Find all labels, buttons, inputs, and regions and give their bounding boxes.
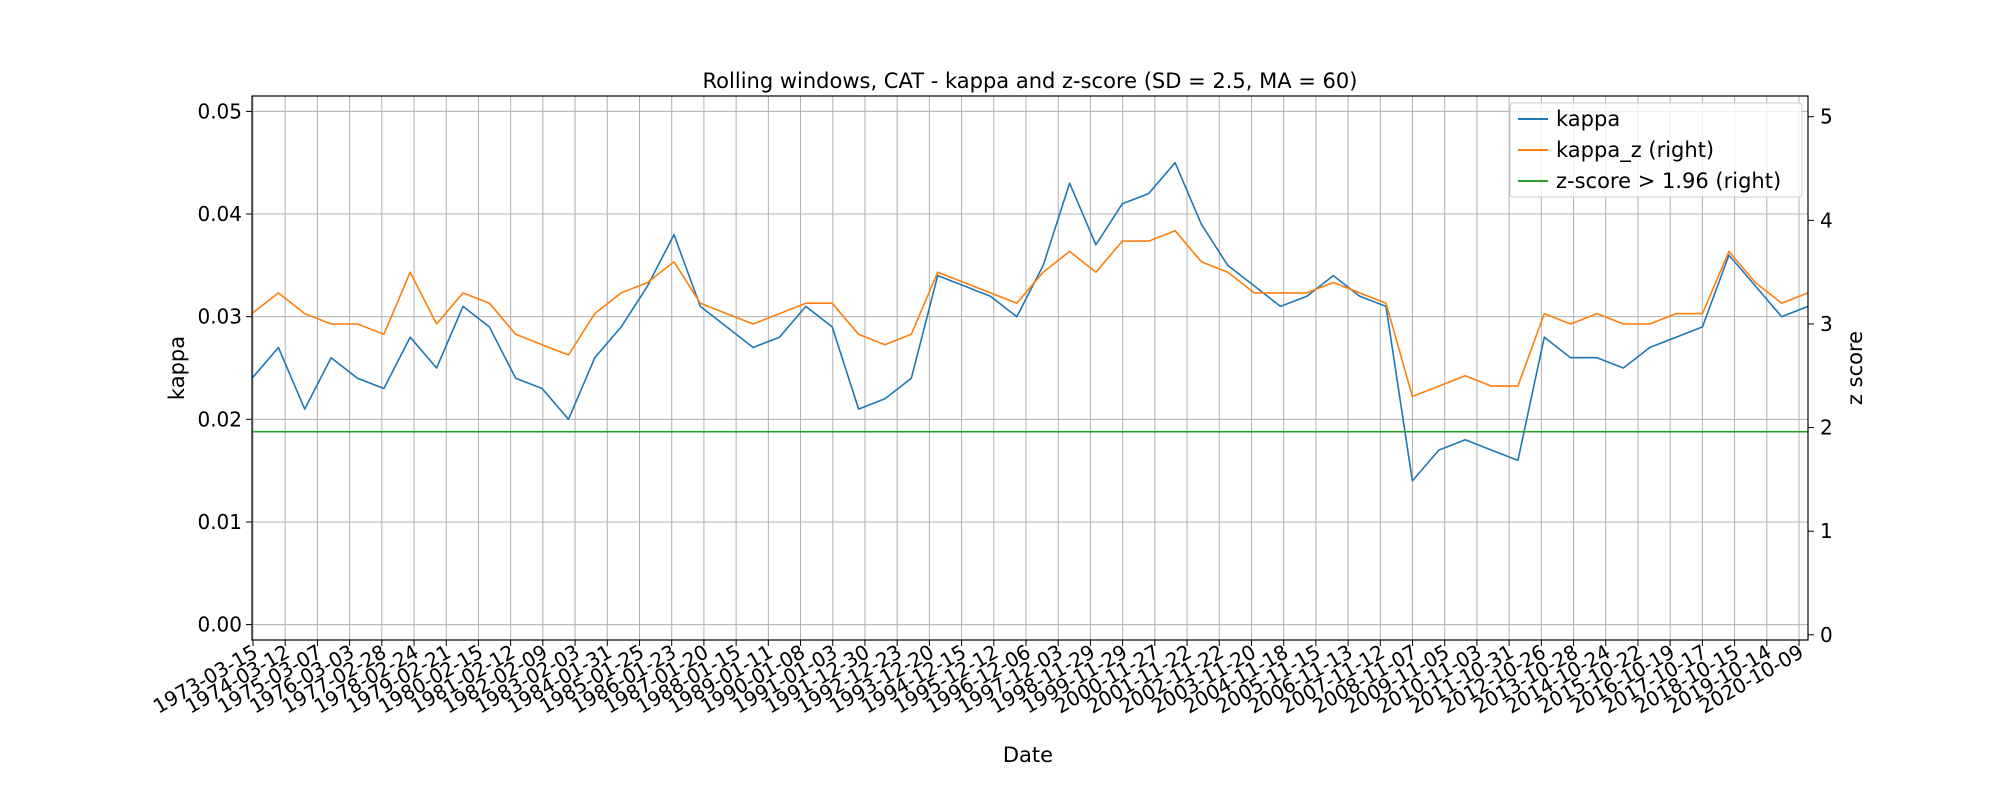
y-tick-label-right: 2	[1820, 416, 1833, 440]
plot-lines	[251, 161, 1809, 482]
y-tick-label-right: 1	[1820, 519, 1833, 543]
chart-title: Rolling windows, CAT - kappa and z-score…	[703, 69, 1358, 93]
y-axis-title-right: z score	[1843, 331, 1867, 405]
y-tick-label-left: 0.00	[197, 613, 242, 637]
y-tick-label-left: 0.03	[197, 305, 242, 329]
series-line-0	[251, 161, 1809, 482]
series-line-1	[251, 229, 1809, 398]
y-tick-label-left: 0.02	[197, 407, 242, 431]
legend-label-zscore: z-score > 1.96 (right)	[1556, 169, 1781, 193]
y-tick-label-left: 0.01	[197, 510, 242, 534]
y-axis-right: 0 1 2 3 4 5	[1808, 105, 1833, 647]
y-tick-label-left: 0.04	[197, 202, 242, 226]
legend-label-kappa-z: kappa_z (right)	[1556, 138, 1714, 163]
x-axis-title: Date	[1003, 743, 1053, 767]
y-tick-label-left: 0.05	[197, 99, 242, 123]
y-axis-left: 0.00 0.01 0.02 0.03 0.04 0.05	[197, 99, 252, 637]
legend-box	[1509, 102, 1803, 198]
y-tick-label-right: 3	[1820, 312, 1833, 336]
y-axis-title-left: kappa	[165, 336, 189, 400]
y-tick-label-right: 5	[1820, 105, 1833, 129]
y-tick-label-right: 0	[1820, 623, 1833, 647]
x-axis: 1973-03-151974-03-121975-03-071976-03-03…	[149, 640, 1808, 719]
legend-label-kappa: kappa	[1556, 107, 1620, 131]
legend: kappa kappa_z (right) z-score > 1.96 (ri…	[1509, 102, 1803, 198]
plot-frame	[251, 95, 1809, 641]
grid	[252, 96, 1808, 640]
y-tick-label-right: 4	[1820, 208, 1833, 232]
